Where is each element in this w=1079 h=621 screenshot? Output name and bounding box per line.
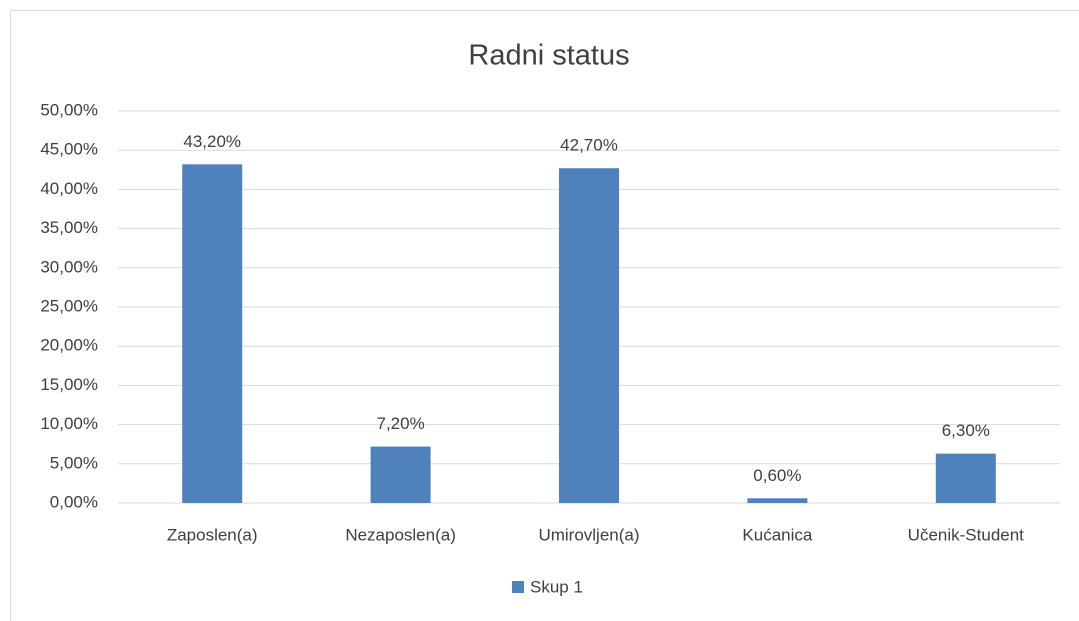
y-tick-label: 40,00% bbox=[40, 179, 98, 198]
data-label: 6,30% bbox=[942, 421, 990, 440]
x-tick-label: Učenik-Student bbox=[908, 525, 1025, 544]
y-tick-label: 15,00% bbox=[40, 375, 98, 394]
legend-label: Skup 1 bbox=[530, 577, 583, 596]
bar bbox=[182, 164, 243, 503]
y-tick-label: 10,00% bbox=[40, 414, 98, 433]
y-tick-label: 30,00% bbox=[40, 257, 98, 276]
y-tick-label: 5,00% bbox=[50, 453, 98, 472]
bar bbox=[370, 446, 431, 503]
data-label: 43,20% bbox=[183, 132, 241, 151]
x-tick-label: Umirovljen(a) bbox=[538, 525, 639, 544]
x-tick-label: Nezaposlen(a) bbox=[345, 525, 456, 544]
y-tick-label: 45,00% bbox=[40, 140, 98, 159]
legend-swatch bbox=[512, 581, 524, 593]
y-tick-label: 50,00% bbox=[40, 100, 98, 119]
bar bbox=[935, 453, 996, 503]
y-tick-label: 0,00% bbox=[50, 492, 98, 511]
x-tick-label: Kućanica bbox=[742, 525, 812, 544]
data-label: 42,70% bbox=[560, 136, 618, 155]
data-label: 7,20% bbox=[376, 414, 424, 433]
y-tick-label: 35,00% bbox=[40, 218, 98, 237]
x-tick-label: Zaposlen(a) bbox=[167, 525, 258, 544]
bar bbox=[747, 498, 808, 503]
y-tick-label: 25,00% bbox=[40, 296, 98, 315]
chart-title: Radni status bbox=[468, 40, 629, 72]
data-label: 0,60% bbox=[753, 466, 801, 485]
y-tick-label: 20,00% bbox=[40, 336, 98, 355]
bar bbox=[559, 168, 619, 503]
